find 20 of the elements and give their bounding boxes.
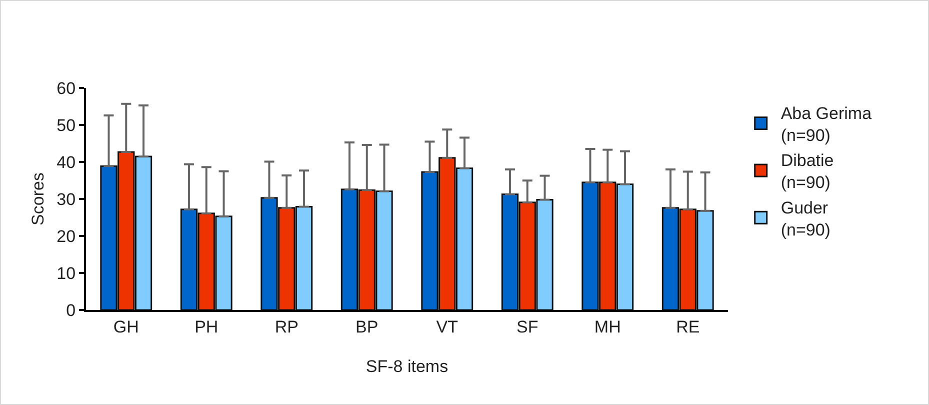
legend-label: Dibatie (n=90) (780, 151, 834, 192)
x-tick-label: VT (436, 317, 458, 336)
y-tick-label: 0 (66, 300, 76, 320)
legend-label: Aba Gerima (n=90) (780, 104, 872, 145)
x-tick-label: RP (274, 317, 298, 336)
x-tick-label: MH (594, 317, 621, 336)
y-tick-label: 50 (56, 116, 76, 135)
x-tick-label: BP (356, 317, 378, 336)
y-axis-title: Scores (28, 172, 48, 226)
y-tick-label: 30 (56, 190, 76, 209)
y-tick-label: 60 (56, 78, 76, 98)
x-tick-label: PH (194, 317, 218, 336)
x-tick-label: RE (676, 317, 700, 336)
x-axis-title: SF-8 items (366, 357, 448, 376)
y-tick-label: 20 (56, 226, 76, 246)
y-tick-label: 10 (56, 264, 76, 283)
x-tick-label: SF (516, 317, 538, 336)
x-tick-label: GH (113, 317, 139, 336)
legend-label: Guder (n=90) (780, 198, 830, 240)
y-tick-label: 40 (56, 152, 76, 172)
